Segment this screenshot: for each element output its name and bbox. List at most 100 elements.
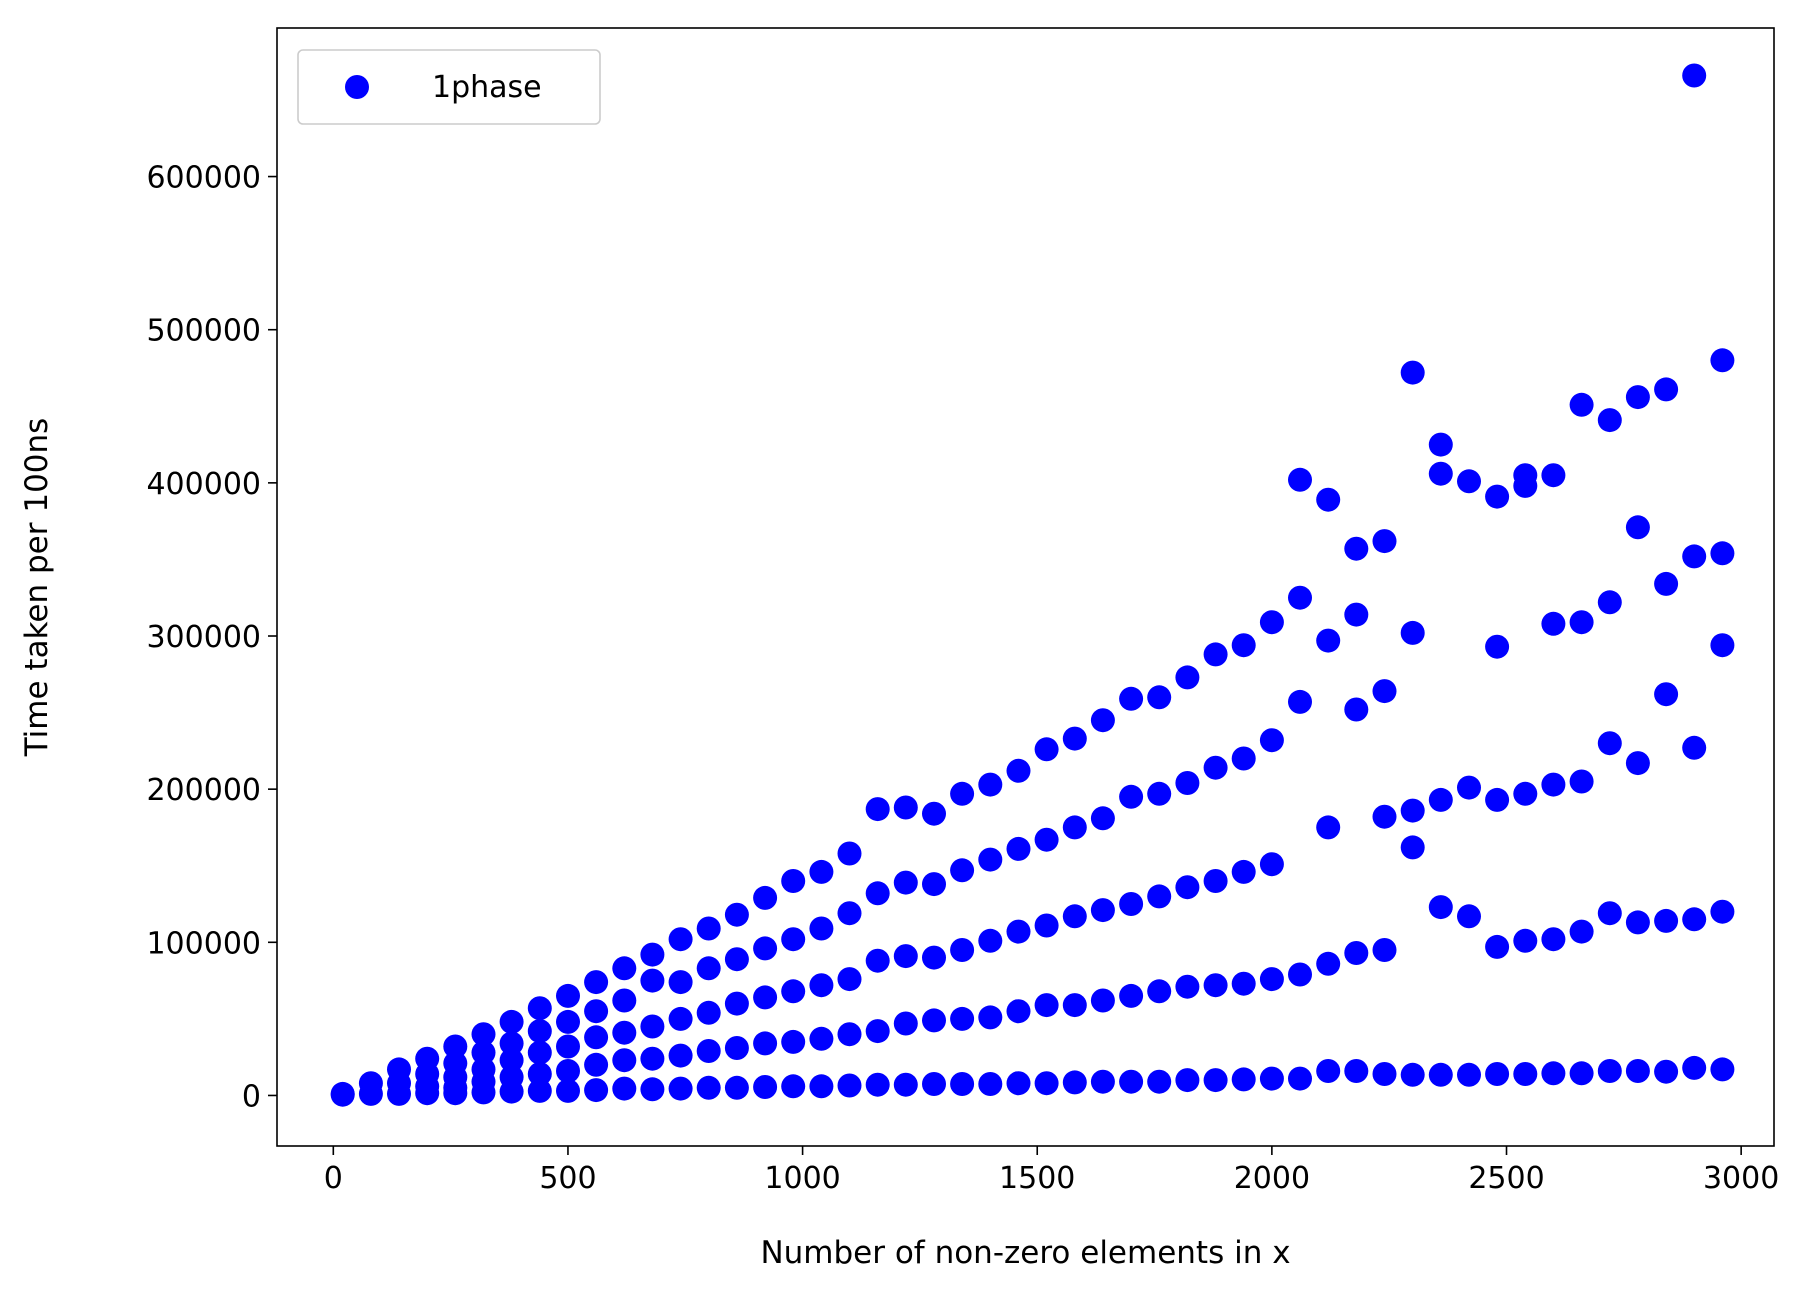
data-point <box>1062 726 1087 751</box>
data-point <box>1231 633 1256 658</box>
data-point <box>1344 697 1369 722</box>
data-point <box>527 1019 552 1044</box>
data-point <box>1062 993 1087 1018</box>
y-tick-label: 500000 <box>146 314 261 349</box>
data-point <box>1428 432 1453 457</box>
x-tick-label: 2000 <box>1234 1161 1310 1196</box>
data-point <box>753 1075 778 1099</box>
data-point <box>1231 971 1256 996</box>
data-point <box>668 970 693 995</box>
data-point <box>1541 1061 1566 1086</box>
legend-label: 1phase <box>432 70 542 105</box>
data-point <box>1119 1069 1144 1094</box>
data-point <box>443 1034 468 1059</box>
data-point <box>1147 1069 1172 1094</box>
data-point <box>1062 1070 1087 1095</box>
data-point <box>809 1026 834 1051</box>
data-point <box>1034 913 1059 938</box>
data-point <box>837 967 862 992</box>
data-point <box>978 847 1003 872</box>
data-point <box>668 1076 693 1101</box>
data-point <box>1147 685 1172 710</box>
data-point <box>1513 473 1538 498</box>
data-point <box>950 1006 975 1031</box>
data-point <box>1288 1066 1312 1091</box>
data-point <box>1372 1062 1397 1086</box>
data-point <box>1344 1059 1369 1083</box>
data-point <box>1175 974 1200 999</box>
data-point <box>978 1005 1003 1030</box>
data-point <box>1428 461 1453 486</box>
data-point <box>612 988 637 1013</box>
data-point <box>1597 590 1622 615</box>
data-point <box>527 996 552 1021</box>
data-point <box>1034 993 1059 1018</box>
data-point <box>1654 682 1679 707</box>
data-point <box>1006 836 1031 861</box>
data-point <box>1710 541 1735 566</box>
data-point <box>1062 815 1087 840</box>
data-point <box>1428 787 1453 812</box>
data-point <box>893 870 918 895</box>
data-point <box>1485 934 1510 959</box>
data-point <box>1569 919 1594 944</box>
data-point <box>1654 1059 1679 1084</box>
data-point <box>1485 484 1510 509</box>
data-point <box>696 1039 721 1063</box>
data-point <box>1288 585 1312 610</box>
y-tick-label: 600000 <box>146 161 261 196</box>
data-point <box>1400 360 1425 385</box>
data-point <box>1203 755 1228 780</box>
data-point <box>893 1011 918 1036</box>
data-point <box>527 1062 552 1086</box>
data-point <box>1625 910 1650 935</box>
x-axis-label: Number of non-zero elements in x <box>760 1235 1290 1271</box>
x-tick-label: 2500 <box>1468 1161 1544 1196</box>
data-point <box>1485 1062 1510 1086</box>
data-point <box>1006 999 1031 1024</box>
data-point <box>1569 769 1594 794</box>
data-point <box>1288 962 1312 987</box>
data-point <box>1119 686 1144 711</box>
data-point <box>1316 951 1341 976</box>
legend: 1phase <box>297 49 601 125</box>
data-point <box>753 885 778 910</box>
data-point <box>950 858 975 883</box>
data-point <box>1259 1066 1284 1091</box>
data-point <box>1147 781 1172 806</box>
data-point <box>1400 798 1425 823</box>
data-point <box>1175 875 1200 900</box>
data-point <box>584 999 609 1024</box>
data-point <box>781 979 806 1004</box>
data-point <box>1147 979 1172 1004</box>
data-point <box>837 841 862 866</box>
data-point <box>1090 898 1115 923</box>
data-point <box>809 1074 834 1099</box>
data-point <box>1090 1069 1115 1094</box>
data-point <box>1485 787 1510 812</box>
data-point <box>837 1022 862 1047</box>
data-point <box>612 1048 637 1073</box>
data-point <box>696 1000 721 1025</box>
y-tick-label: 200000 <box>146 773 261 808</box>
data-point <box>640 942 665 967</box>
data-point <box>809 916 834 941</box>
data-point <box>1288 467 1312 492</box>
data-point <box>1428 1062 1453 1087</box>
y-tick-label: 0 <box>242 1079 261 1114</box>
data-point <box>499 1031 524 1056</box>
data-point <box>1625 515 1650 540</box>
data-point <box>1231 859 1256 884</box>
data-point <box>1654 571 1679 596</box>
data-point <box>922 1072 946 1096</box>
y-tick-label: 300000 <box>146 620 261 655</box>
data-point <box>865 1072 890 1097</box>
data-point <box>696 916 721 941</box>
data-point <box>1259 967 1284 992</box>
data-point <box>1119 784 1144 809</box>
data-point <box>1203 642 1228 667</box>
data-point <box>893 944 918 969</box>
data-point <box>1682 735 1707 760</box>
